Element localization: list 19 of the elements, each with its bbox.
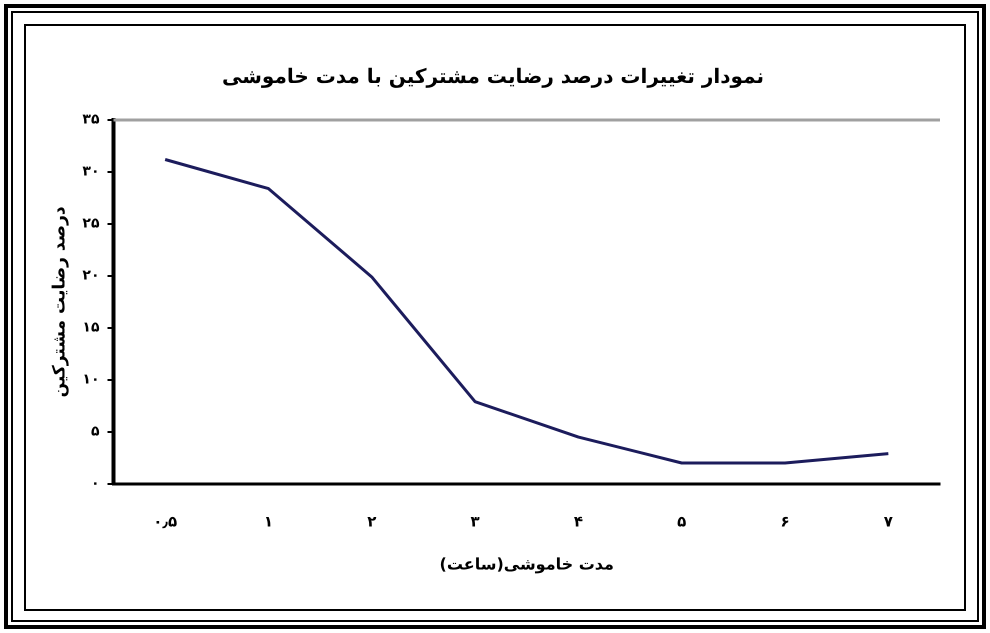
x-tick-label: ۵ — [677, 512, 686, 531]
y-tick-label: ۱۵ — [82, 320, 100, 336]
y-tick-label: ۲۰ — [82, 268, 100, 284]
x-tick-label: ۰٫۵ — [153, 512, 178, 531]
y-tick-label: ۲۵ — [82, 216, 100, 232]
x-tick-label: ۶ — [780, 512, 790, 531]
x-axis-title: مدت خاموشی(ساعت) — [440, 554, 614, 574]
x-tick-label: ۴ — [574, 512, 583, 531]
y-tick-label: ۰ — [90, 475, 100, 492]
x-tick-label: ۲ — [367, 512, 376, 531]
x-tick-label: ۷ — [884, 512, 893, 531]
x-tick-label: ۳ — [470, 512, 480, 531]
y-tick-label: ۳۵ — [82, 112, 100, 128]
y-tick-label: ۵ — [90, 423, 100, 440]
y-axis-title: درصد رضایت مشترکین — [50, 206, 70, 398]
x-tick-label: ۱ — [264, 512, 274, 531]
chart-title: نمودار تغییرات درصد رضایت مشترکین با مدت خاموشی — [222, 64, 764, 88]
y-tick-label: ۱۰ — [82, 372, 100, 388]
y-tick-label: ۳۰ — [82, 164, 100, 180]
